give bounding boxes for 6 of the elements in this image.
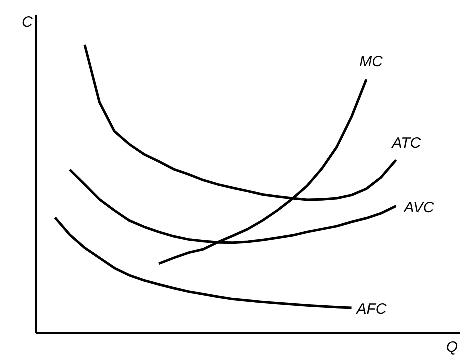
x-axis-title: Q — [446, 339, 458, 356]
series-label: ATC — [391, 135, 422, 152]
series-label: MC — [360, 54, 384, 71]
series-label: AFC — [356, 300, 387, 318]
series-label: AVC — [403, 199, 434, 216]
y-axis-title: C — [22, 14, 33, 31]
